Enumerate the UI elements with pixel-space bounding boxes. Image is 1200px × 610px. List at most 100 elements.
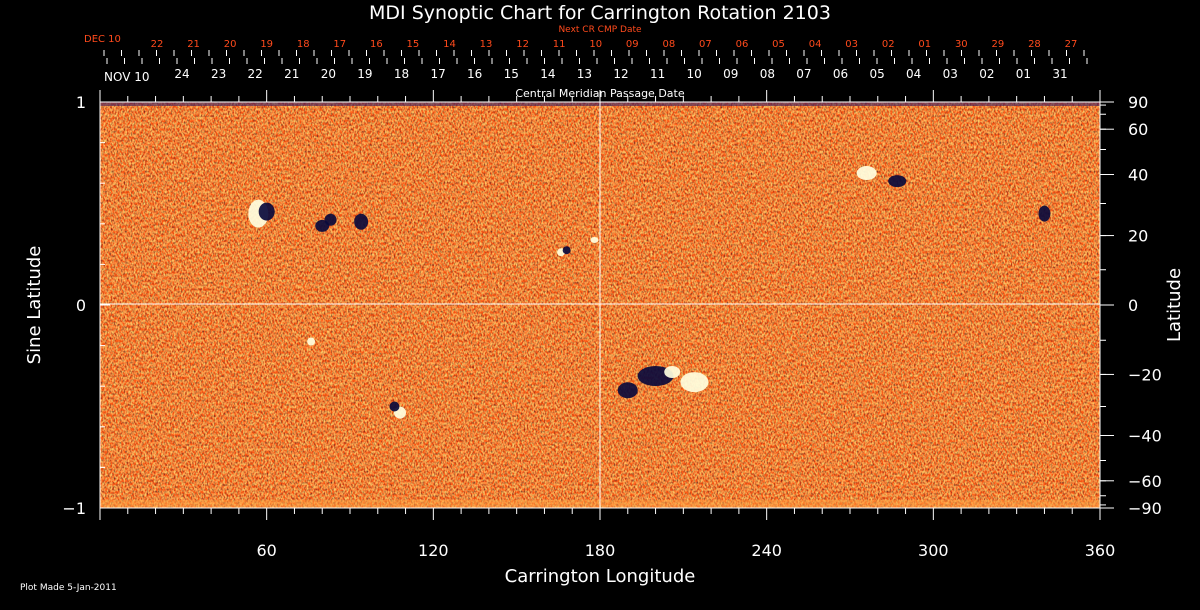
y-right-tick-label: 0 (1128, 296, 1138, 315)
y-right-tick-label: −40 (1128, 426, 1162, 445)
next-cr-date: 15 (407, 39, 420, 50)
y-left-tick-label: 1 (76, 93, 86, 112)
x-tick-label: 180 (585, 541, 616, 560)
y-right-tick-label: 40 (1128, 166, 1148, 185)
cmp-date: 07 (796, 67, 811, 81)
y-left-axis: 1 0 −1 (62, 93, 110, 518)
x-tick-label: 60 (256, 541, 276, 560)
cmp-date: 19 (357, 67, 372, 81)
y-right-axis: 90 60 40 20 0 −20 −40 −60 −90 (1100, 93, 1162, 518)
cmp-dates: 24 23 22 21 20 19 18 17 16 15 14 13 12 11 10 09 08 07 06 05… (174, 67, 1067, 81)
y-left-tick-label: 0 (76, 296, 86, 315)
cmp-date: 05 (869, 67, 884, 81)
negative-polarity-region (389, 401, 400, 412)
cmp-date: 31 (1052, 67, 1067, 81)
cmp-date: 22 (248, 67, 263, 81)
cmp-date: 11 (650, 67, 665, 81)
cmp-date: 08 (760, 67, 775, 81)
next-cr-date: 13 (480, 39, 493, 50)
cmp-date: 15 (504, 67, 519, 81)
next-cr-date: 27 (1065, 39, 1078, 50)
cmp-date: 01 (1016, 67, 1031, 81)
next-cr-date: 19 (260, 39, 273, 50)
plot-area (99, 101, 1101, 509)
next-cr-date: 03 (845, 39, 858, 50)
y-right-axis-label: Latitude (1164, 268, 1185, 342)
negative-polarity-region (324, 213, 337, 226)
plot-made-footer: Plot Made 5-Jan-2011 (20, 583, 117, 593)
next-cr-date: 07 (699, 39, 712, 50)
next-cr-month: DEC 10 (84, 34, 121, 45)
x-tick-label: 120 (418, 541, 449, 560)
chart-title: MDI Synoptic Chart for Carrington Rotati… (369, 2, 831, 24)
x-tick-label: 300 (918, 541, 949, 560)
next-cr-label: Next CR CMP Date (558, 25, 642, 35)
next-cr-date: 29 (992, 39, 1005, 50)
negative-polarity-region (888, 175, 907, 188)
positive-polarity-region (664, 365, 681, 378)
cmp-date: 02 (979, 67, 994, 81)
cmp-date: 03 (943, 67, 958, 81)
y-right-tick-label: −60 (1128, 472, 1162, 491)
next-cr-date: 08 (662, 39, 675, 50)
y-right-tick-label: 60 (1128, 120, 1148, 139)
cmp-date: 13 (577, 67, 592, 81)
cmp-date: 23 (211, 67, 226, 81)
cmp-date: 16 (467, 67, 482, 81)
cmp-date: 12 (613, 67, 628, 81)
cmp-date: 14 (540, 67, 555, 81)
next-cr-dates: 22 21 20 19 18 17 16 15 14 13 12 11 10 09 08 07 06 05 04 03… (151, 39, 1078, 50)
next-cr-date: 17 (333, 39, 346, 50)
y-left-axis-label: Sine Latitude (24, 246, 45, 365)
x-tick-label: 240 (751, 541, 782, 560)
next-cr-date: 01 (918, 39, 931, 50)
x-tick-label: 360 (1085, 541, 1116, 560)
y-right-tick-label: −90 (1128, 499, 1162, 518)
y-right-tick-label: −20 (1128, 365, 1162, 384)
next-cr-date: 11 (553, 39, 566, 50)
negative-polarity-region (1038, 205, 1051, 222)
cmp-date: 21 (284, 67, 299, 81)
cmp-date: 04 (906, 67, 921, 81)
negative-polarity-region (562, 246, 571, 255)
next-cr-ticks (103, 50, 1085, 56)
negative-polarity-region (617, 382, 638, 399)
next-cr-date: 14 (443, 39, 456, 50)
cmp-date: 10 (687, 67, 702, 81)
y-right-tick-label: 20 (1128, 227, 1148, 246)
positive-polarity-region (680, 372, 709, 393)
cmp-month: NOV 10 (104, 70, 150, 84)
next-cr-date: 10 (589, 39, 602, 50)
positive-polarity-region (307, 337, 316, 346)
next-cr-date: 22 (151, 39, 164, 50)
positive-polarity-region (590, 237, 599, 244)
next-cr-date: 05 (772, 39, 785, 50)
cmp-date: 17 (430, 67, 445, 81)
next-cr-date: 18 (297, 39, 310, 50)
negative-polarity-region (354, 213, 369, 230)
x-axis: 60 120 180 240 300 360 (99, 90, 1116, 560)
x-axis-label: Carrington Longitude (505, 566, 696, 587)
cmp-ticks (106, 58, 1088, 64)
negative-polarity-region (258, 202, 275, 221)
next-cr-date: 12 (516, 39, 529, 50)
next-cr-date: 16 (370, 39, 383, 50)
cmp-date: 18 (394, 67, 409, 81)
active-regions (248, 166, 1051, 419)
y-left-tick-label: −1 (62, 499, 86, 518)
next-cr-date: 09 (626, 39, 639, 50)
next-cr-date: 21 (187, 39, 200, 50)
y-right-tick-label: 90 (1128, 93, 1148, 112)
cmp-date: 20 (321, 67, 336, 81)
cmp-date: 24 (174, 67, 189, 81)
next-cr-date: 06 (736, 39, 749, 50)
cmp-date: 09 (723, 67, 738, 81)
next-cr-date: 20 (224, 39, 237, 50)
next-cr-date: 28 (1028, 39, 1041, 50)
next-cr-date: 02 (882, 39, 895, 50)
cmp-date: 06 (833, 67, 848, 81)
next-cr-date: 30 (955, 39, 968, 50)
next-cr-date: 04 (809, 39, 822, 50)
positive-polarity-region (856, 166, 877, 181)
